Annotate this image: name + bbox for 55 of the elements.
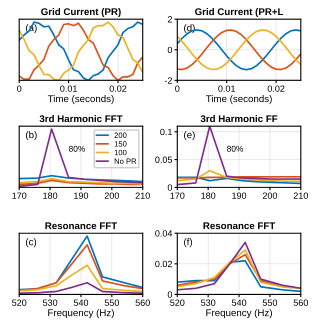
x-tick-label: 200: [104, 192, 120, 199]
chart-title: Grid Current (PR+L: [195, 8, 284, 18]
x-tick-label: 0.02: [268, 85, 284, 92]
x-tick-label: 190: [232, 192, 246, 199]
x-tick-label: 210: [136, 192, 150, 199]
y-tick-label: -2: [164, 77, 172, 84]
y-tick-label: 0.1: [160, 128, 172, 136]
x-tick-label: 0: [17, 85, 22, 92]
x-axis-title: Time (seconds): [48, 95, 114, 104]
x-tick-label: 180: [43, 192, 58, 199]
x-tick-label: 170: [12, 192, 26, 199]
y-tick-label: 0.05: [155, 156, 172, 163]
y-tick-label: 0: [168, 46, 172, 54]
x-tick-label: 550: [262, 300, 278, 306]
x-tick-label: 200: [262, 192, 278, 199]
x-tick-label: 540: [232, 300, 246, 306]
y-tick-label: 0.04: [155, 230, 172, 237]
line-series: [177, 176, 301, 184]
x-tick-label: 520: [12, 300, 26, 306]
y-tick-label: 0: [168, 291, 172, 298]
x-tick-label: 0.02: [110, 85, 126, 92]
x-tick-label: 170: [170, 192, 184, 199]
x-tick-label: 550: [104, 300, 120, 306]
x-tick-label: 560: [294, 300, 308, 306]
y-tick-label: 0.02: [155, 260, 172, 268]
x-tick-label: 190: [74, 192, 88, 199]
x-tick-label: 530: [42, 300, 58, 306]
line-series: [177, 170, 301, 182]
x-tick-label: 560: [136, 300, 150, 306]
annotation: (c): [26, 238, 36, 248]
x-axis-title: Frequency (Hz): [206, 309, 272, 318]
x-axis-title: Time (seconds): [206, 95, 272, 104]
chart-title: Grid Current (PR): [41, 8, 121, 18]
x-tick-label: 530: [201, 300, 216, 306]
annotation: (f): [184, 238, 192, 248]
line-series: [177, 126, 301, 186]
chart-title: 3rd Harmonic FF: [200, 115, 278, 122]
y-tick-label: 2: [168, 16, 172, 22]
x-tick-label: 0: [175, 85, 180, 92]
x-axis-title: Frequency (Hz): [48, 309, 114, 318]
y-tick-label: 0: [168, 184, 172, 191]
annotation: (b): [26, 131, 37, 140]
x-tick-label: 520: [170, 300, 184, 306]
annotation: (e): [184, 131, 195, 140]
x-tick-label: 180: [201, 192, 216, 199]
annotation: 80%: [68, 146, 85, 152]
chart-title: Resonance FFT: [204, 222, 276, 230]
chart-title: 3rd Harmonic FFT: [40, 115, 122, 122]
annotation: (d): [184, 24, 195, 34]
chart-title: Resonance FFT: [45, 222, 118, 230]
x-tick-label: 210: [294, 192, 308, 199]
annotation: 80%: [227, 146, 244, 152]
x-tick-label: 0.01: [60, 85, 77, 92]
x-tick-label: 540: [74, 300, 88, 306]
x-tick-label: 0.01: [218, 85, 236, 92]
